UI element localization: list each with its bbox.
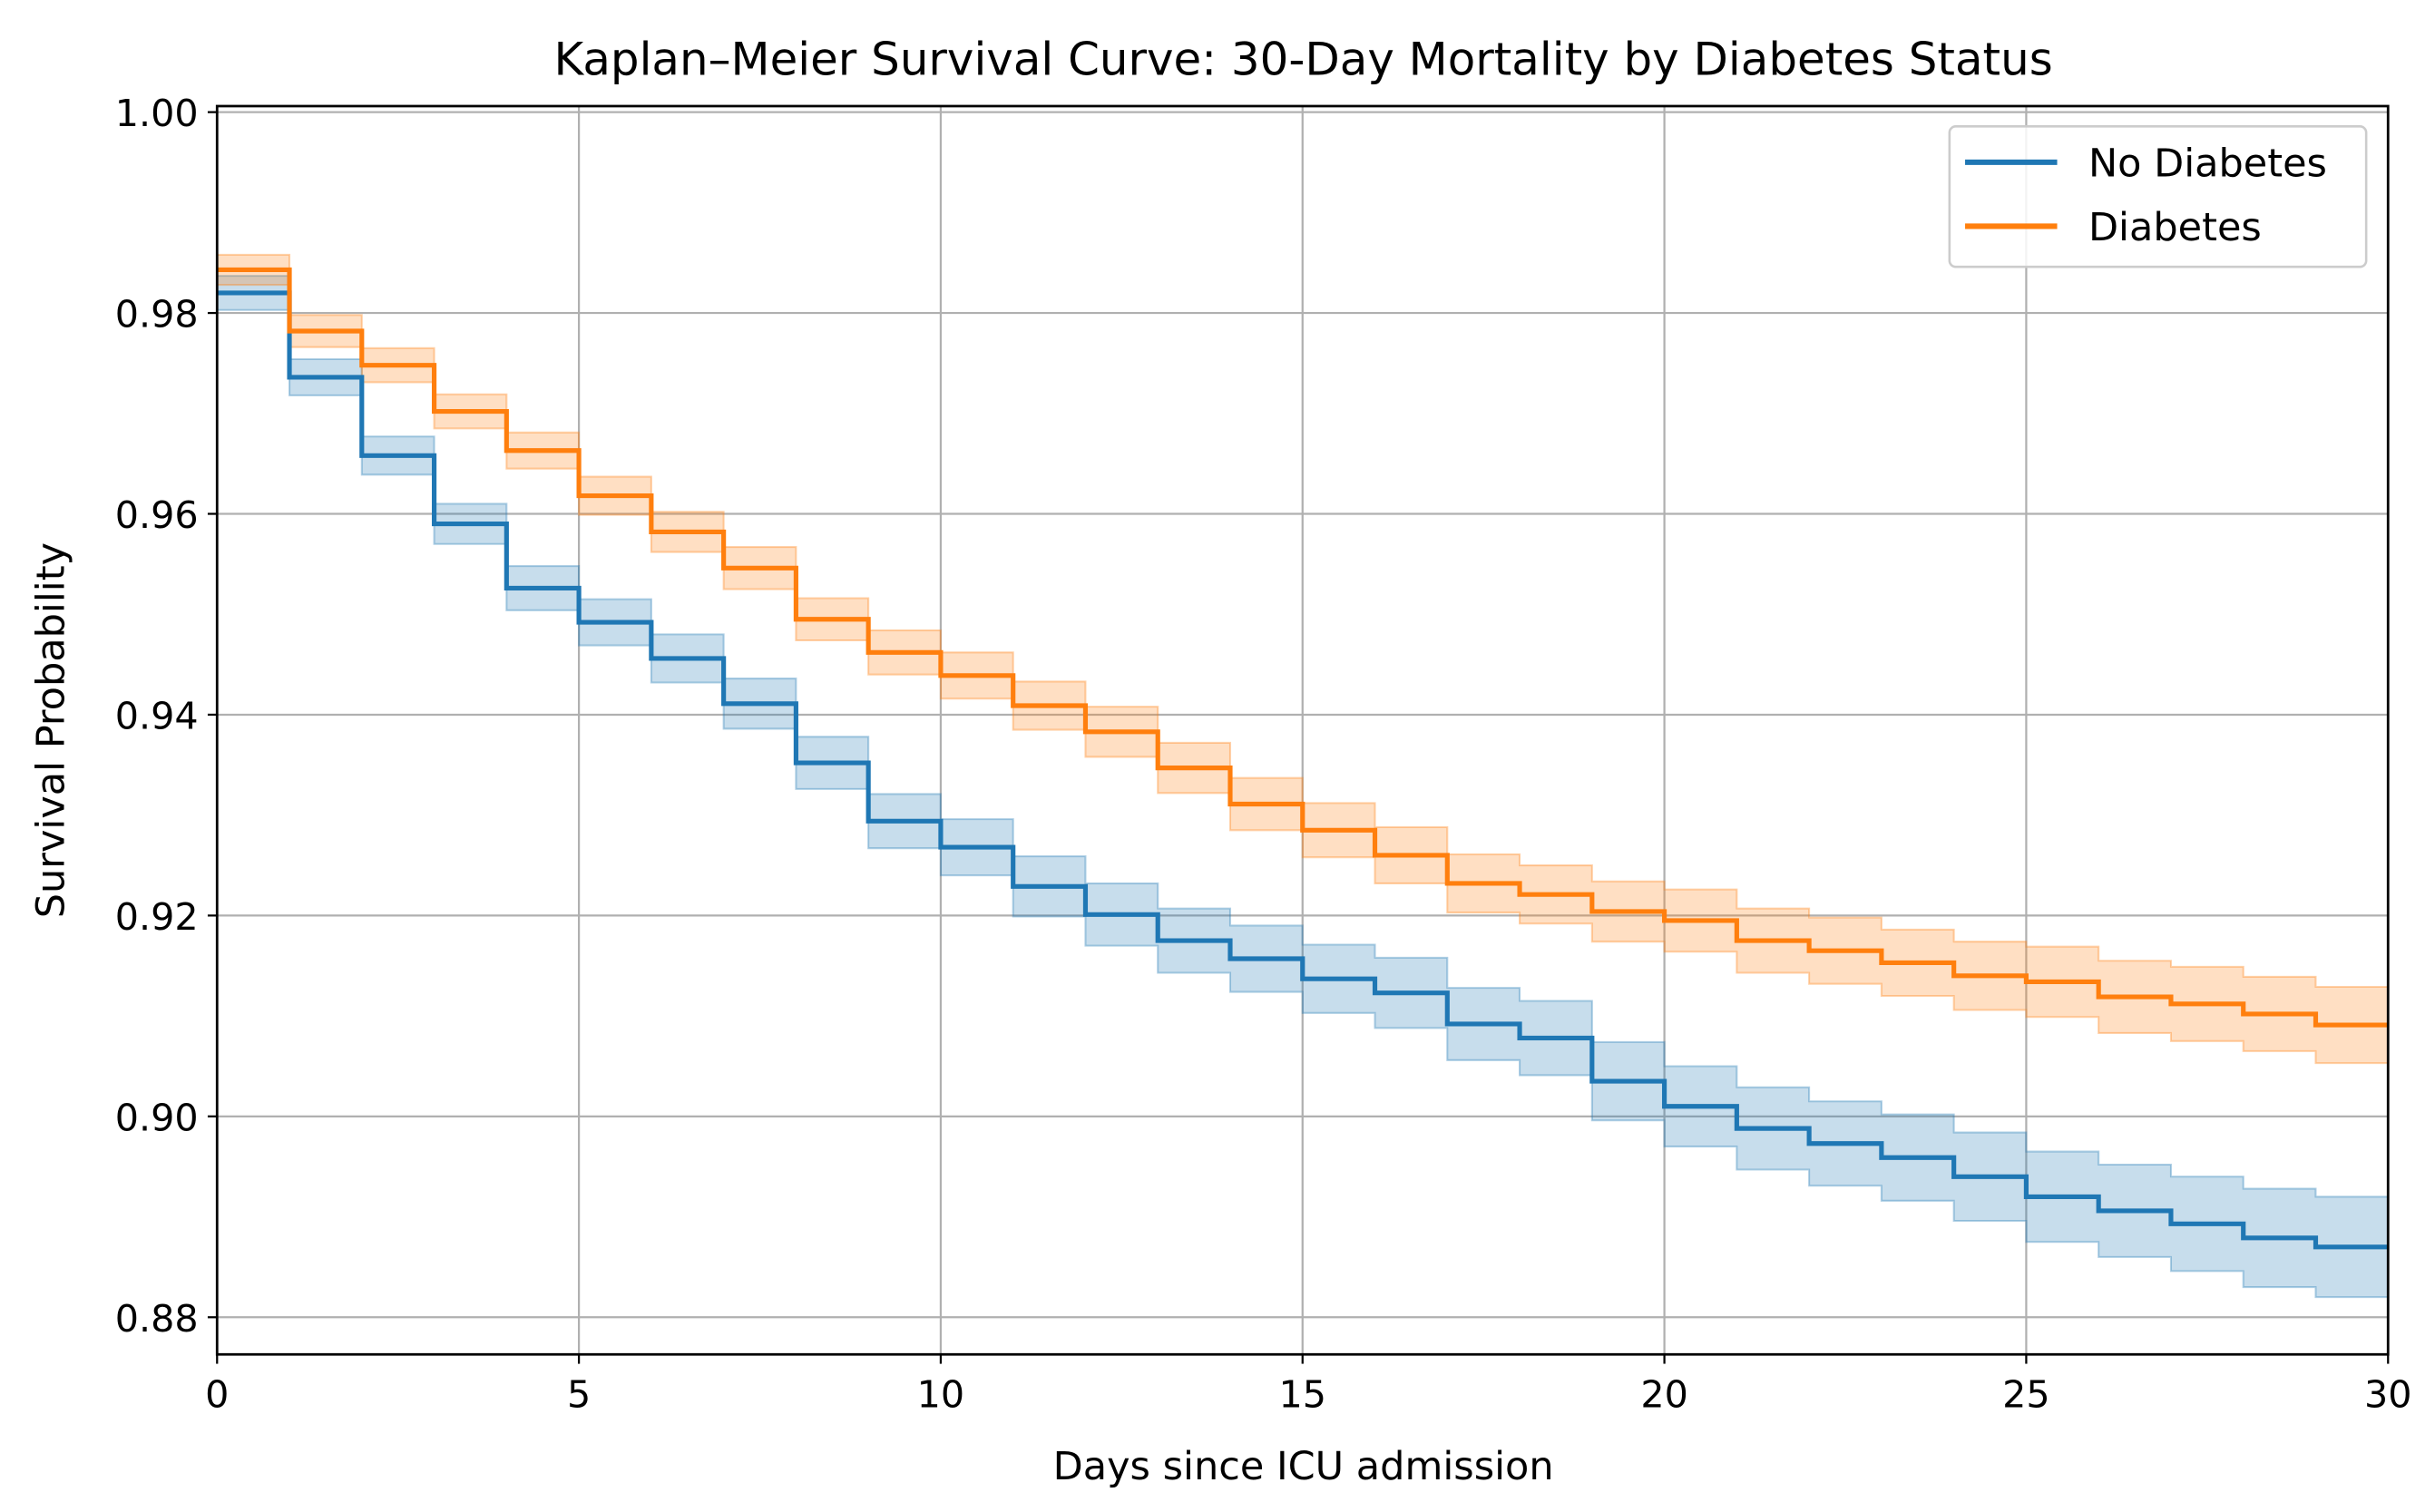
chart-title: Kaplan–Meier Survival Curve: 30-Day Mort…	[554, 34, 2053, 86]
survival-line-diabetes	[217, 267, 2389, 1028]
y-tick-label: 0.90	[115, 1096, 199, 1139]
y-tick-label: 0.88	[115, 1297, 199, 1341]
y-tick-label: 0.98	[115, 293, 199, 337]
x-tick-label: 0	[205, 1373, 229, 1417]
x-axis-label: Days since ICU admission	[1053, 1444, 1554, 1489]
y-tick-label: 1.00	[115, 92, 199, 135]
axis-ticks: 0 5 10 15 20 25 30 0.88 0.90 0.92 0.94 0.96 0.98 1.00	[115, 92, 2412, 1417]
x-tick-label: 30	[2364, 1373, 2412, 1417]
y-tick-label: 0.96	[115, 493, 199, 537]
legend: No Diabetes Diabetes	[1948, 125, 2368, 268]
y-axis-label: Survival Probability	[29, 542, 74, 918]
legend-label-no-diabetes: No Diabetes	[2088, 141, 2327, 186]
x-tick-label: 5	[567, 1373, 591, 1417]
x-tick-label: 25	[2002, 1373, 2050, 1417]
legend-label-diabetes: Diabetes	[2088, 205, 2262, 250]
x-tick-label: 10	[917, 1373, 965, 1417]
grid	[216, 105, 2390, 1355]
survival-line-no-diabetes	[217, 290, 2389, 1250]
survival-lines	[217, 267, 2389, 1250]
y-tick-label: 0.94	[115, 694, 199, 737]
y-tick-label: 0.92	[115, 895, 199, 939]
x-tick-label: 20	[1640, 1373, 1688, 1417]
x-tick-label: 15	[1279, 1373, 1327, 1417]
